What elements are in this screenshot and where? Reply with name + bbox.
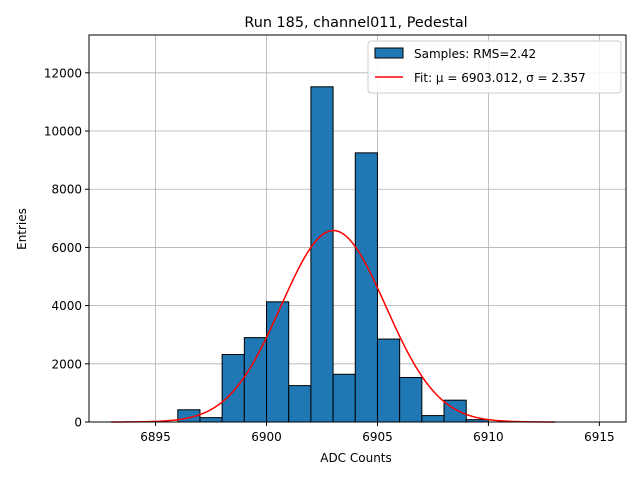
histogram-bar [354,152,378,423]
legend-label-samples: Samples: RMS=2.42 [414,47,536,61]
axes: 6895 6900 6905 6910 6915 0 2000 4000 6000 8000 100… [44,34,627,444]
x-axis-label: ADC Counts [320,451,392,465]
legend-label-fit: Fit: μ = 6903.012, σ = 2.357 [414,71,586,85]
histogram-bar [243,337,268,423]
histogram-bar [421,415,445,423]
chart-title: Run 185, channel011, Pedestal [244,15,467,31]
x-tick-label: 6900 [251,430,282,444]
fit-curve [111,229,555,423]
y-tick-label: 0 [74,416,82,430]
histogram-bar [288,385,312,423]
y-axis-label: Entries [15,208,29,250]
histogram-bar [266,301,290,423]
x-tick-label: 6910 [473,430,504,444]
legend-frame [367,40,622,94]
histogram-bar [221,353,245,423]
x-tick-label: 6895 [140,430,171,444]
y-tick-label: 4000 [51,299,82,313]
histogram-bar [376,338,401,423]
y-tick-label: 2000 [51,357,82,371]
histogram-bars [177,86,489,423]
y-tick-label: 10000 [44,125,82,139]
y-tick-label: 12000 [44,66,82,80]
y-tick-label: 8000 [51,183,82,197]
histogram-bar [199,417,223,423]
y-tick-label: 6000 [51,241,82,255]
legend-swatch-samples [374,47,404,59]
x-tick-label: 6905 [362,430,393,444]
histogram-bar [332,373,356,423]
x-tick-label: 6915 [584,430,615,444]
plot-frame [88,34,627,423]
histogram-bar [399,376,423,423]
histogram-bar [310,86,334,423]
legend: Samples: RMS=2.42 Fit: μ = 6903.012, σ =… [367,40,622,94]
